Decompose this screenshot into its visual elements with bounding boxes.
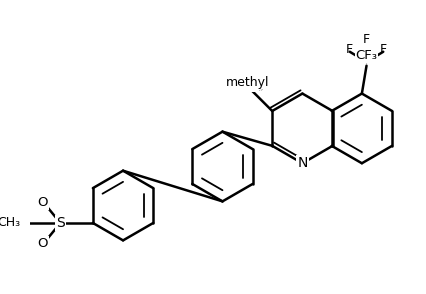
Text: O: O xyxy=(37,196,48,209)
Text: S: S xyxy=(56,216,65,230)
Text: O: O xyxy=(37,237,48,250)
Text: methyl: methyl xyxy=(227,78,271,91)
Text: methyl: methyl xyxy=(225,76,269,89)
Text: CF₃: CF₃ xyxy=(356,49,377,62)
Text: F: F xyxy=(346,44,353,56)
Text: F: F xyxy=(363,33,370,46)
Text: methyl: methyl xyxy=(227,78,271,91)
Text: CH₃: CH₃ xyxy=(0,216,20,230)
Text: F: F xyxy=(380,44,387,56)
Text: N: N xyxy=(297,156,308,170)
